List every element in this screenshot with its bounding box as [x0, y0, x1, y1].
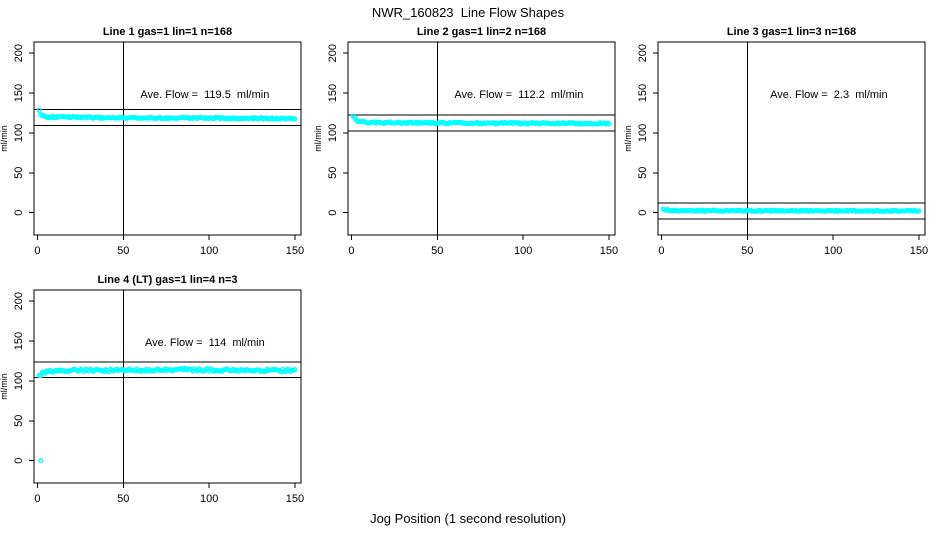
ave-flow-annotation: Ave. Flow = 119.5 ml/min: [140, 89, 269, 101]
ave-flow-annotation: Ave. Flow = 112.2 ml/min: [454, 89, 583, 101]
y-tick-label: 150: [327, 84, 339, 102]
data-points: [36, 107, 298, 122]
y-tick-label: 100: [13, 372, 25, 390]
y-axis-unit-label: ml/min: [0, 373, 9, 400]
y-tick-label: 200: [13, 292, 25, 310]
y-axis-unit-label: ml/min: [623, 125, 633, 152]
x-tick-label: 150: [910, 245, 928, 257]
y-tick-label: 0: [637, 210, 649, 216]
x-tick-label: 50: [741, 245, 753, 257]
plot-box: [33, 289, 302, 484]
y-tick-label: 200: [637, 44, 649, 62]
y-tick-label: 200: [13, 44, 25, 62]
data-point: [606, 121, 612, 127]
x-axis-label: Jog Position (1 second resolution): [370, 511, 566, 526]
plot-box: [347, 41, 616, 236]
panel-title: Line 1 gas=1 lin=1 n=168: [103, 26, 232, 38]
y-tick-label: 150: [13, 84, 25, 102]
y-tick-label: 200: [327, 44, 339, 62]
y-tick-label: 50: [327, 167, 339, 179]
main-title: NWR_160823 Line Flow Shapes: [371, 5, 565, 20]
panel-3: 0 50 100 150 0 50 100 150 200 ml/min Line 3 gas=1 …: [623, 26, 928, 257]
x-tick-label: 0: [34, 493, 40, 505]
x-tick-label: 50: [117, 245, 129, 257]
panel-1: 0 50 100 150 0 50 100 150 200 ml/min Line 1 gas=1 …: [0, 26, 304, 257]
y-tick-label: 100: [637, 124, 649, 142]
x-tick-label: 0: [34, 245, 40, 257]
data-points: [350, 113, 612, 127]
y-tick-label: 0: [13, 210, 25, 216]
panel-title: Line 3 gas=1 lin=3 n=168: [727, 26, 856, 38]
plot-box: [657, 41, 926, 236]
ave-flow-annotation: Ave. Flow = 2.3 ml/min: [770, 89, 887, 101]
x-tick-label: 50: [117, 493, 129, 505]
data-point: [292, 116, 298, 122]
y-tick-label: 150: [637, 84, 649, 102]
y-tick-label: 0: [13, 458, 25, 464]
data-point: [916, 208, 922, 214]
y-tick-label: 0: [327, 210, 339, 216]
data-point: [36, 107, 42, 113]
x-tick-label: 100: [514, 245, 532, 257]
y-axis-unit-label: ml/min: [0, 125, 9, 152]
x-tick-label: 0: [658, 245, 664, 257]
panel-4: 0 50 100 150 0 50 100 150 200 ml/min Line 4 (LT) g…: [0, 274, 304, 505]
y-axis-unit-label: ml/min: [313, 125, 323, 152]
plot-box: [33, 41, 302, 236]
y-tick-label: 100: [13, 124, 25, 142]
outlier-point: [38, 458, 44, 464]
x-tick-label: 50: [431, 245, 443, 257]
y-tick-label: 50: [637, 167, 649, 179]
panel-title: Line 2 gas=1 lin=2 n=168: [417, 26, 546, 38]
x-tick-label: 100: [824, 245, 842, 257]
x-tick-label: 100: [200, 245, 218, 257]
panel-2: 0 50 100 150 0 50 100 150 200 ml/min Line 2 gas=1 …: [313, 26, 618, 257]
x-tick-label: 150: [600, 245, 618, 257]
y-tick-label: 100: [327, 124, 339, 142]
y-tick-label: 50: [13, 415, 25, 427]
data-points: [36, 365, 298, 464]
x-tick-label: 100: [200, 493, 218, 505]
ave-flow-annotation: Ave. Flow = 114 ml/min: [145, 337, 265, 349]
x-tick-label: 150: [286, 493, 304, 505]
data-points: [660, 206, 922, 214]
panel-title: Line 4 (LT) gas=1 lin=4 n=3: [97, 274, 237, 286]
y-tick-label: 150: [13, 332, 25, 350]
y-tick-label: 50: [13, 167, 25, 179]
x-tick-label: 0: [348, 245, 354, 257]
x-tick-label: 150: [286, 245, 304, 257]
data-point: [292, 366, 298, 373]
